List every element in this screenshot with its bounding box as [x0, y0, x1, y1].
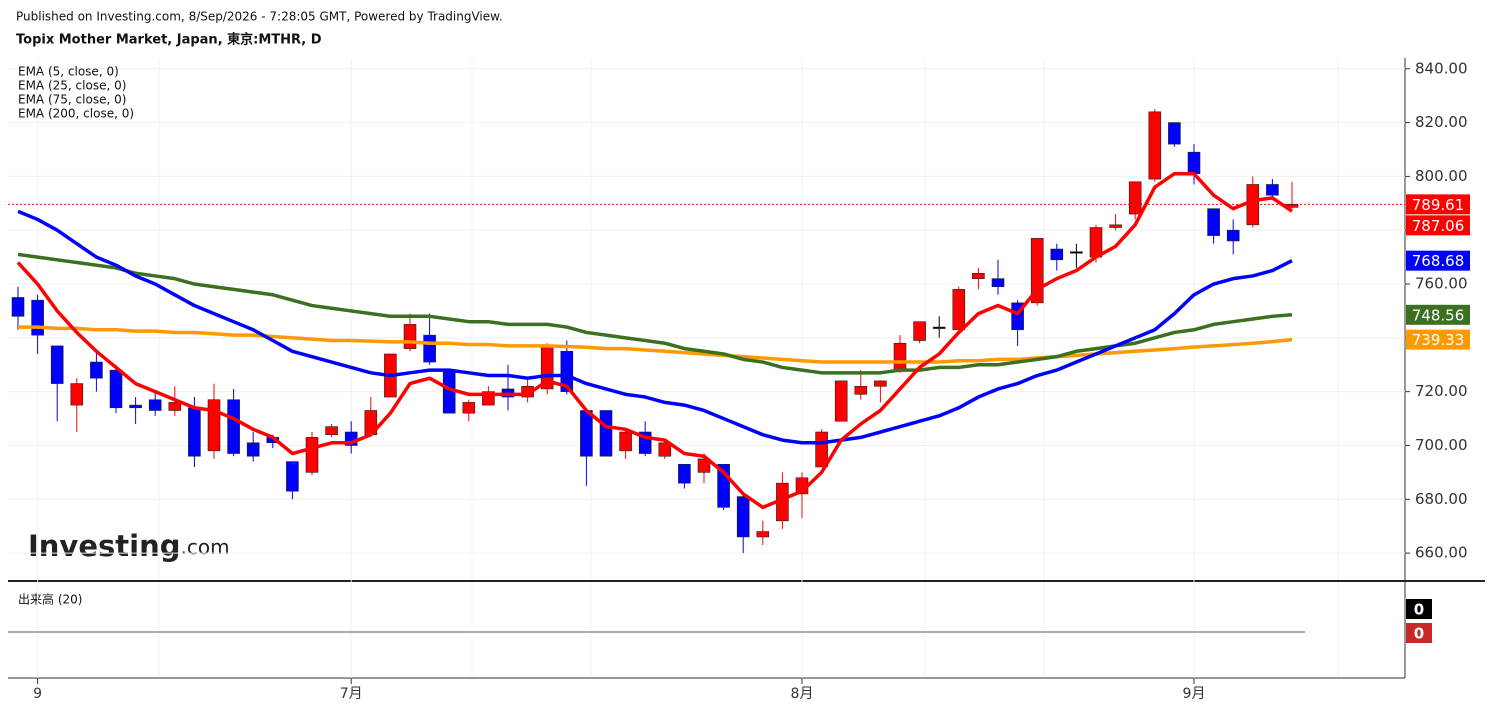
price-label: 748.56	[1412, 306, 1465, 324]
y-tick-label: 840.00	[1415, 59, 1468, 77]
candle-body	[834, 380, 848, 422]
candle-body	[736, 496, 750, 538]
candle-body	[756, 531, 770, 538]
candles	[11, 109, 1299, 554]
legend-entry: EMA (25, close, 0)	[18, 79, 126, 93]
candle-body	[1266, 184, 1279, 196]
volume-ma-label: 0	[1414, 625, 1424, 643]
candle-body	[658, 442, 672, 457]
x-tick-label: 7月	[340, 686, 363, 702]
candle-body	[697, 458, 711, 473]
legend-entry: EMA (75, close, 0)	[18, 93, 126, 107]
y-tick-label: 760.00	[1415, 275, 1468, 293]
candle-body	[129, 404, 142, 409]
y-tick-label: 720.00	[1415, 382, 1468, 400]
candle-body	[1187, 151, 1201, 175]
candle-body	[1128, 181, 1142, 215]
y-tick-label: 700.00	[1415, 436, 1468, 454]
candle-body	[991, 278, 1005, 288]
candle-body	[11, 297, 25, 317]
candle-body	[580, 410, 593, 457]
watermark: Investing.com	[28, 529, 230, 563]
y-tick-label: 660.00	[1415, 544, 1468, 562]
candle-body	[462, 402, 476, 414]
volume-label-box	[1406, 599, 1432, 619]
candle-body	[305, 437, 319, 473]
price-label-box	[1406, 250, 1470, 271]
y-tick-label: 820.00	[1415, 113, 1468, 131]
candle-body	[50, 345, 64, 384]
x-tick-label: 9月	[1183, 686, 1206, 702]
candle-body	[972, 272, 985, 279]
grid-extra	[158, 58, 1339, 678]
candle-body	[913, 321, 926, 341]
candle-body	[893, 342, 907, 371]
candle-body	[952, 289, 966, 331]
ema-line	[17, 209, 1293, 445]
price-label: 768.68	[1412, 252, 1465, 270]
legend-entry: EMA (200, close, 0)	[18, 107, 134, 121]
candle-body	[403, 324, 417, 349]
candle-body	[854, 385, 868, 395]
candle-body	[1207, 208, 1220, 236]
candle-body	[109, 369, 123, 409]
candle-body	[246, 442, 260, 457]
candle-body	[678, 463, 691, 484]
chart-title: Topix Mother Market, Japan, 東京:MTHR, D	[16, 32, 322, 48]
candle-body	[874, 380, 887, 387]
candle-body	[423, 334, 436, 363]
candle-body	[815, 431, 828, 468]
ema-line	[16, 171, 1293, 510]
candle-body	[227, 399, 240, 454]
volume-ma-label-box	[1406, 623, 1432, 643]
candle-body	[619, 431, 632, 452]
candle-body	[325, 426, 338, 436]
y-tick-label: 680.00	[1415, 490, 1468, 508]
candle-body	[286, 461, 299, 492]
subtitle: Published on Investing.com, 8/Sep/2026 -…	[16, 10, 503, 24]
candle-body	[1246, 184, 1260, 226]
candle-body	[168, 402, 182, 411]
x-tick-label: 9	[33, 686, 42, 702]
price-label: 789.61	[1412, 196, 1465, 214]
candle-body	[1050, 248, 1064, 261]
x-tick-label: 8月	[791, 686, 814, 702]
price-label: 739.33	[1412, 331, 1465, 349]
price-label: 787.06	[1412, 217, 1465, 235]
candle-body	[1226, 229, 1240, 242]
candle-body	[70, 383, 84, 406]
price-label-box	[1406, 194, 1470, 215]
y-tick-label: 800.00	[1415, 167, 1468, 185]
ema-line	[17, 252, 1293, 375]
candle-body	[560, 350, 574, 392]
legend-entry: EMA (5, close, 0)	[18, 65, 119, 79]
candle-body	[148, 399, 162, 411]
volume-title: 出来高 (20)	[18, 592, 82, 607]
candle-body	[90, 361, 103, 379]
candle-body	[207, 399, 221, 452]
price-label-box	[1406, 329, 1470, 350]
candle-body	[599, 410, 613, 457]
volume-label: 0	[1414, 601, 1424, 619]
watermark-suffix: .com	[180, 535, 229, 559]
price-label-box	[1406, 215, 1470, 236]
price-label-box	[1406, 304, 1470, 325]
candle-body	[31, 299, 44, 336]
candle-body	[1109, 224, 1122, 228]
candle-body	[1148, 111, 1162, 180]
candle-body	[932, 326, 946, 329]
candle-body	[1070, 251, 1083, 254]
candle-body	[1168, 122, 1181, 145]
watermark-text: Investing	[28, 529, 180, 563]
ema-line	[18, 325, 1293, 364]
candle-body	[188, 407, 201, 457]
candle-body	[1089, 227, 1103, 258]
